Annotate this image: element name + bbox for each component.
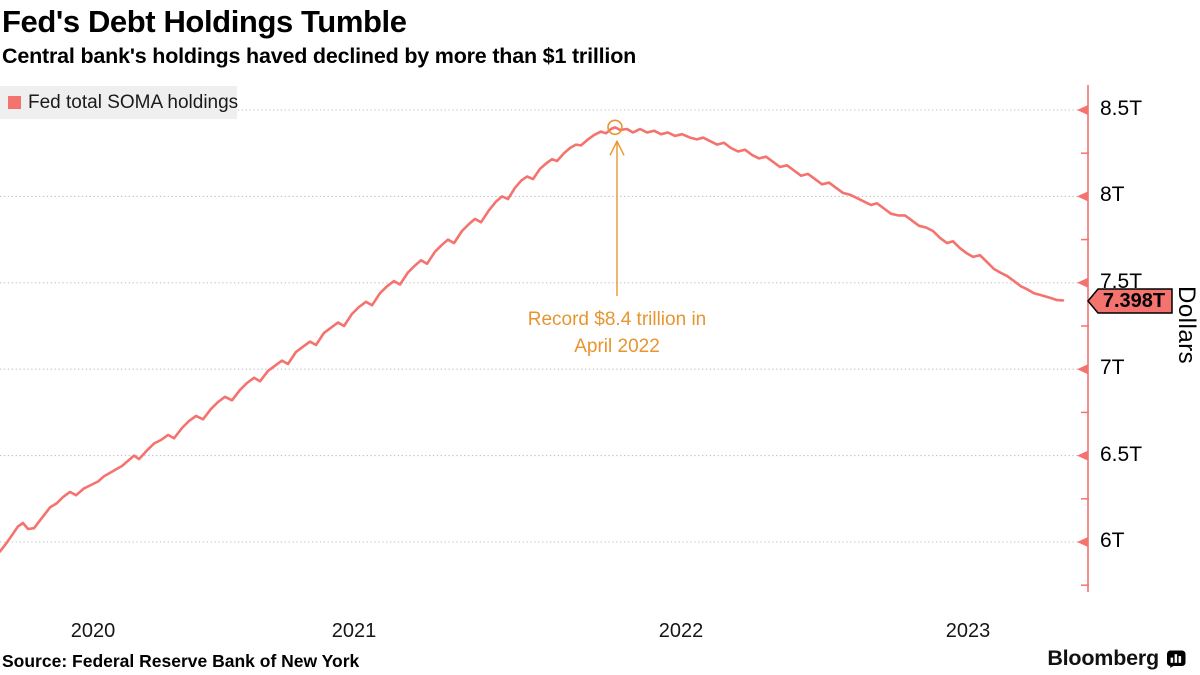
- y-tick-label: 8T: [1100, 183, 1125, 207]
- y-tick-label: 8.5T: [1100, 97, 1143, 120]
- y-tick-label: 6T: [1100, 529, 1125, 552]
- bloomberg-chart-icon: [1167, 650, 1186, 668]
- page-subtitle: Central bank's holdings haved declined b…: [2, 44, 637, 68]
- last-value-tag-label: 7.398T: [1102, 290, 1166, 312]
- bloomberg-wordmark: Bloomberg: [1047, 646, 1159, 670]
- peak-annotation-line1: Record $8.4 trillion in: [527, 309, 707, 330]
- y-major-tick-icon: [1077, 105, 1088, 115]
- page-title: Fed's Debt Holdings Tumble: [2, 4, 407, 39]
- y-major-tick-icon: [1077, 277, 1088, 288]
- y-major-tick-icon: [1077, 450, 1088, 461]
- peak-circle-icon: [607, 119, 623, 136]
- last-value-tag-icon: [1087, 288, 1173, 314]
- legend-swatch-icon: [8, 96, 21, 109]
- bloomberg-logo: Bloomberg: [1047, 646, 1186, 671]
- x-tick-label: 2023: [945, 620, 991, 642]
- legend-label: Fed total SOMA holdings: [28, 91, 239, 113]
- x-tick-label: 2020: [70, 620, 116, 642]
- peak-arrow-head-icon: [609, 139, 625, 156]
- source-note: Source: Federal Reserve Bank of New York: [2, 651, 360, 671]
- x-tick-label: 2021: [331, 620, 377, 642]
- peak-annotation: Record $8.4 trillion in April 2022: [467, 306, 767, 360]
- legend: Fed total SOMA holdings: [0, 86, 239, 119]
- y-axis-title: Dollars: [1173, 286, 1200, 365]
- y-tick-label: 6.5T: [1100, 442, 1143, 466]
- y-major-tick-icon: [1077, 537, 1088, 547]
- x-tick-label: 2022: [658, 620, 704, 642]
- soma-holdings-line: [0, 126, 1065, 553]
- y-major-tick-icon: [1077, 364, 1088, 375]
- y-tick-label: 7.5T: [1100, 269, 1143, 293]
- y-tick-label: 7T: [1100, 356, 1125, 380]
- last-value-tag-shape: [1087, 288, 1173, 314]
- peak-annotation-line2: April 2022: [574, 336, 660, 357]
- y-major-tick-icon: [1077, 191, 1088, 202]
